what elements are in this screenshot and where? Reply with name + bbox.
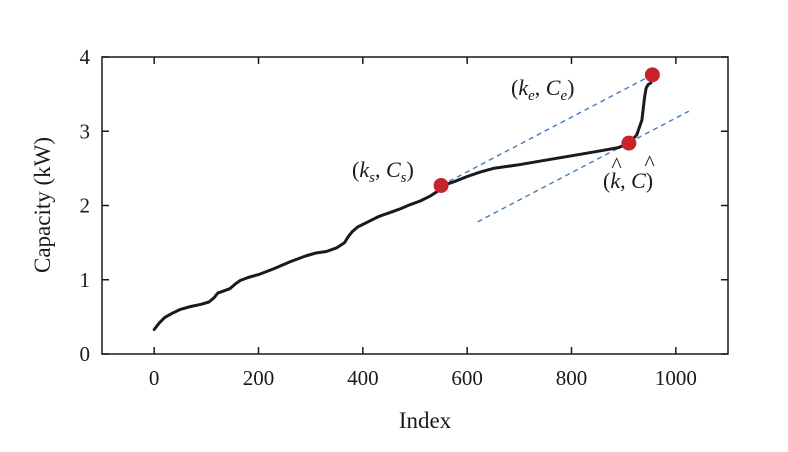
point-label-khat-chat: (k, C) ^ ^ (603, 150, 655, 193)
point-markers (433, 67, 660, 193)
x-tick-label: 1000 (655, 366, 697, 390)
y-tick-label: 0 (80, 342, 91, 366)
x-tick-label: 600 (451, 366, 483, 390)
plot-frame (101, 56, 729, 355)
svg-text:^: ^ (611, 152, 622, 177)
dashed-lines (440, 74, 690, 223)
dashed-line (440, 74, 653, 187)
x-tick-label: 400 (347, 366, 379, 390)
svg-text:(k, C): (k, C) (603, 168, 653, 193)
y-tick-label: 2 (80, 194, 91, 218)
tick-labels: 0 200 400 600 800 1000 0 1 2 3 4 (80, 45, 697, 390)
x-tick-label: 800 (556, 366, 588, 390)
x-axis-title: Index (399, 408, 452, 433)
point-marker (644, 67, 660, 83)
y-axis-title: Capacity (kW) (30, 137, 55, 273)
x-tick-label: 0 (149, 366, 160, 390)
series-layer (152, 73, 654, 331)
point-marker (433, 177, 449, 193)
capacity-curve (152, 73, 654, 331)
point-marker (621, 135, 637, 151)
x-tick-label: 200 (243, 366, 275, 390)
dashed-line (477, 110, 690, 223)
axis-ticks (102, 56, 728, 355)
point-label-ke-ce: (ke, Ce) (511, 75, 574, 104)
y-tick-label: 1 (80, 268, 91, 292)
svg-text:^: ^ (644, 150, 655, 175)
point-label-ks-cs: (ks, Cs) (352, 157, 414, 186)
y-tick-label: 3 (80, 119, 91, 143)
y-tick-label: 4 (80, 45, 91, 69)
